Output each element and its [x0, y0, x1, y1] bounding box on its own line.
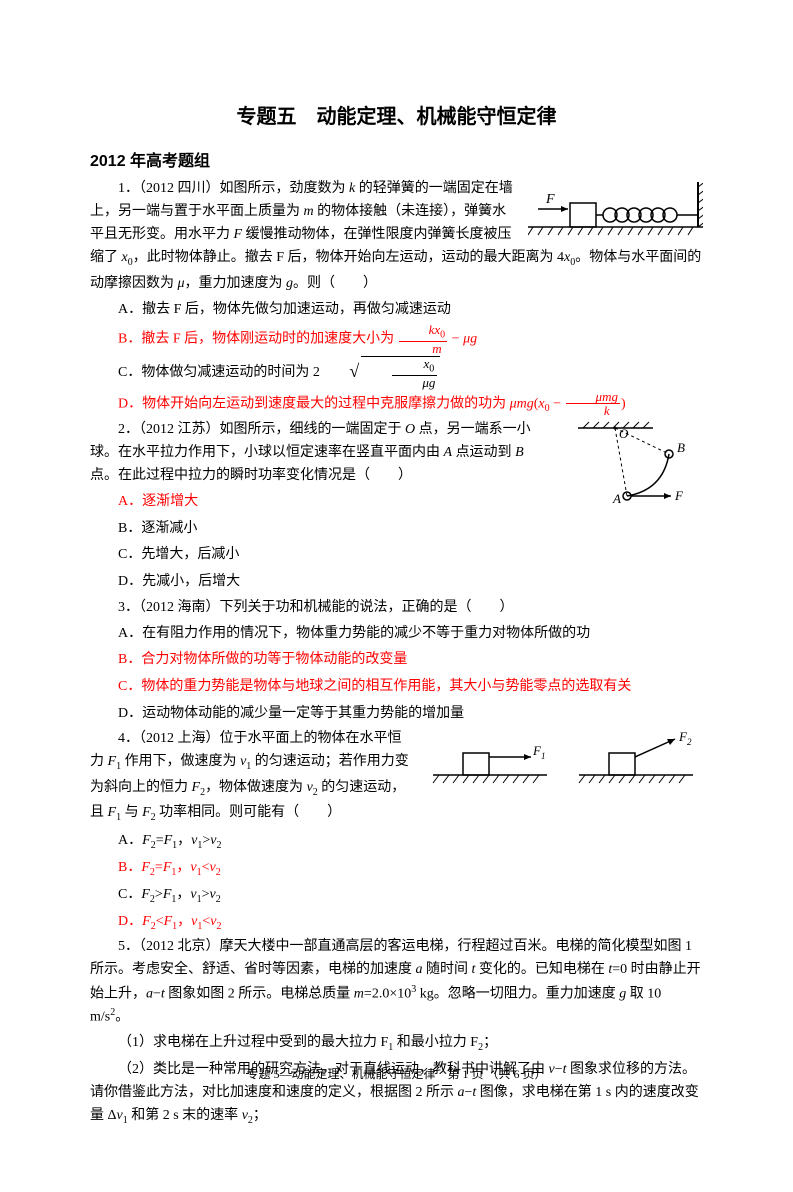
q1b-frac: kx0m	[399, 323, 448, 356]
svg-text:F: F	[674, 488, 684, 503]
q5s9: 。	[115, 1010, 129, 1025]
q2-opt-d: D．先减小，后增大	[90, 569, 703, 596]
svg-text:F1: F1	[532, 743, 545, 761]
q3-opt-c: C．物体的重力势能是物体与地球之间的相互作用能，其大小与势能零点的选取有关	[90, 674, 703, 701]
q1-opt-c: C．物体做匀减速运动的时间为 2 x0μg	[90, 356, 703, 390]
q5p1a: （1）求电梯在上升过程中受到的最大拉力 F	[118, 1035, 388, 1050]
q1-s7: ，重力加速度为	[185, 276, 287, 291]
svg-text:F: F	[545, 192, 555, 207]
q1-opt-b: B．撤去 F 后，物体刚运动时的加速度大小为 kx0m − μg	[90, 323, 703, 356]
q1b-after: −	[452, 332, 463, 347]
q5p1b: 和最小拉力 F	[393, 1035, 478, 1050]
q1-opt-d: D．物体开始向左运动到速度最大的过程中克服摩擦力做的功为 μmg(x0 − μm…	[90, 390, 703, 418]
q4d-pre: D．	[118, 914, 142, 929]
q1-stem-text: 1．（2012 四川）如图所示，劲度数为	[118, 181, 349, 196]
section-header: 2012 年高考题组	[90, 147, 703, 171]
q4-opt-b: B．F2=F1，v1<v2	[90, 855, 703, 882]
figure-pendulum: O A B F	[563, 418, 703, 518]
svg-text:A: A	[612, 491, 621, 506]
q1-opt-a: A．撤去 F 后，物体先做匀加速运动，再做匀减速运动	[90, 297, 703, 324]
q4b3: <	[202, 860, 210, 875]
page-container: 专题五 动能定理、机械能守恒定律 2012 年高考题组	[0, 0, 793, 1192]
q1c-pre: C．物体做匀减速运动的时间为 2	[118, 365, 320, 380]
page-title: 专题五 动能定理、机械能守恒定律	[90, 100, 703, 129]
q1c-sqrt: x0μg	[323, 356, 440, 390]
q4c2: ，	[176, 887, 190, 902]
pendulum-svg: O A B F	[563, 418, 703, 513]
q2s1: 2．（2012 江苏）如图所示，细线的一端固定于	[118, 422, 405, 437]
q3-stem: 3．（2012 海南）下列关于功和机械能的说法，正确的是（ ）	[90, 596, 703, 619]
q3-opt-a: A．在有阻力作用的情况下，物体重力势能的减少不等于重力对物体所做的功	[90, 621, 703, 648]
q2-opt-c: C．先增大，后减小	[90, 542, 703, 569]
q5-stem: 5．（2012 北京）摩天大楼中一部直通高层的客运电梯，行程超过百米。电梯的简化…	[90, 935, 703, 1029]
question-2: O A B F 2．（2012 江苏）如图所示，细线的一端固定于 O 点	[90, 418, 703, 596]
q3-opt-d: D．运动物体动能的减少量一定等于其重力势能的增加量	[90, 701, 703, 728]
q5s3: 变化的。已知电梯在	[475, 962, 608, 977]
q5s2: 随时间	[423, 962, 472, 977]
q4a1: =	[156, 833, 164, 848]
q5p1c: ；	[483, 1035, 497, 1050]
q4d1: <	[156, 914, 164, 929]
q1d-pre: D．物体开始向左运动到速度最大的过程中克服摩擦力做的功为	[118, 396, 510, 411]
q4-opt-a: A．F2=F1，v1>v2	[90, 828, 703, 855]
q4-opt-c: C．F2>F1，v1>v2	[90, 882, 703, 909]
q3-opt-b: B．合力对物体所做的功等于物体动能的改变量	[90, 647, 703, 674]
q4s7: 功率相同。则可能有（ ）	[156, 805, 342, 820]
svg-text:F2: F2	[678, 729, 692, 747]
question-3: 3．（2012 海南）下列关于功和机械能的说法，正确的是（ ） A．在有阻力作用…	[90, 596, 703, 727]
q5-part1: （1）求电梯在上升过程中受到的最大拉力 F1 和最小拉力 F2；	[90, 1031, 703, 1056]
blocks-svg: F1 F2	[423, 727, 703, 787]
q4s4: ，物体做速度为	[205, 780, 307, 795]
question-4: F1 F2 4．（2012 上海）位于水平面上的物体在水平恒力 F1 作用下，做…	[90, 727, 703, 935]
figure-spring-block: F	[528, 177, 703, 242]
question-5: 5．（2012 北京）摩天大楼中一部直通高层的客运电梯，行程超过百米。电梯的简化…	[90, 935, 703, 1129]
q5p2e: ；	[253, 1108, 267, 1123]
q1-s8: 。则（ ）	[293, 276, 377, 291]
q2s3: 点运动到	[452, 445, 515, 460]
q4a-pre: A．	[118, 833, 142, 848]
q4b2: ，	[176, 860, 190, 875]
q4a2: ，	[177, 833, 191, 848]
q1b-pre: B．撤去 F 后，物体刚运动时的加速度大小为	[118, 332, 394, 347]
spring-diagram-svg: F	[528, 177, 703, 237]
q4-opt-d: D．F2<F1，v1<v2	[90, 909, 703, 936]
q5s5: 图象如图 2 所示。电梯总质量	[165, 986, 354, 1001]
page-footer: 专题 5—动能定理、机械能守恒定律 第 1 页 （共 6 页）	[0, 1065, 793, 1082]
q4d2: ，	[177, 914, 191, 929]
q4s2: 作用下，做速度为	[121, 754, 240, 769]
question-1: F 1．（2012 四川）如图所示，劲度数为 k 的轻弹簧的一端固定在墙上，另一…	[90, 177, 703, 418]
q5p2d: 和第 2 s 末的速率	[128, 1108, 242, 1123]
q4b-pre: B．	[118, 860, 141, 875]
q4b1: =	[155, 860, 163, 875]
q4c-pre: C．	[118, 887, 141, 902]
q4c3: >	[202, 887, 210, 902]
q5s7: kg。忽略一切阻力。重力加速度	[416, 986, 619, 1001]
q4c1: >	[155, 887, 163, 902]
q2s4: 点。在此过程中拉力的瞬时功率变化情况是（ ）	[90, 468, 412, 483]
figure-blocks-forces: F1 F2	[423, 727, 703, 792]
svg-text:B: B	[677, 440, 685, 455]
q5s6: =2.0×10	[364, 986, 411, 1001]
q4s6: 与	[121, 805, 142, 820]
q2-opt-b: B．逐渐减小	[90, 516, 703, 543]
q1-s5: ，此时物体静止。撤去 F 后，物体开始向左运动，运动的最大距离为 4	[133, 250, 564, 265]
